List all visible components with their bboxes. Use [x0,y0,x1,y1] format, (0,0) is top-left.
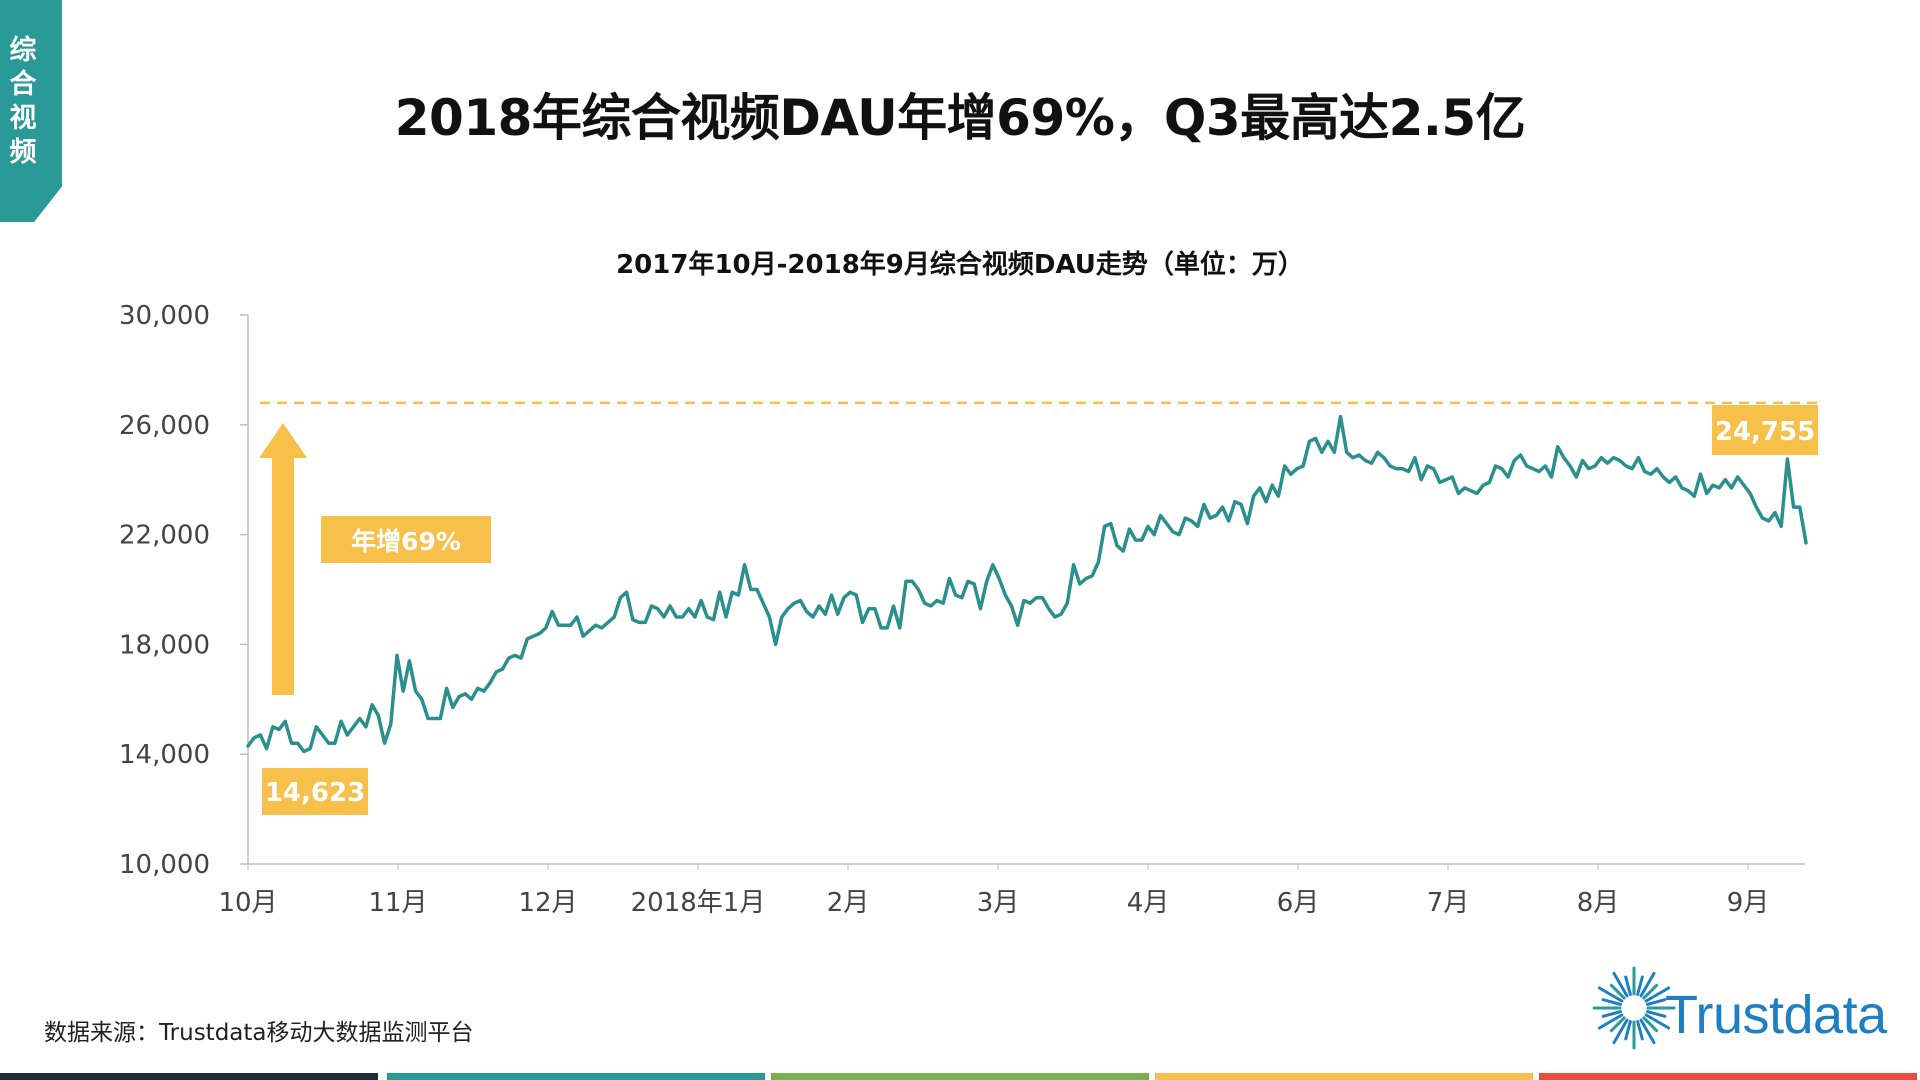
chart-title: 2017年10月-2018年9月综合视频DAU走势（单位：万） [616,250,1304,280]
y-tick-label: 26,000 [119,411,210,441]
x-tick-label: 10月 [218,888,277,918]
side-tab-label: 综合视频 [9,35,37,168]
sunburst-ray [1636,975,1644,996]
growth-label-text: 年增69% [351,527,461,556]
x-tick-label: 2018年1月 [631,888,766,918]
sunburst-ray [1609,1016,1626,1033]
sunburst-icon [1592,966,1676,1050]
source-note: 数据来源：Trustdata移动大数据监测平台 [44,1020,474,1046]
y-tick-label: 22,000 [119,521,210,551]
sunburst-ray [1636,1020,1644,1041]
footer-bar [1155,1073,1533,1080]
x-tick-label: 3月 [977,888,1020,918]
x-tick-label: 12月 [518,888,577,918]
end-value-label: 24,755 [1715,417,1815,447]
y-tick-label: 14,000 [119,740,210,770]
sunburst-ray [1624,1020,1632,1041]
start-label-box [262,768,368,815]
sunburst-ray [1642,983,1659,1000]
logo-text: Trustdata [1665,985,1887,1045]
sunburst-ray [1601,1010,1622,1018]
footer-bar [0,1073,378,1080]
sunburst-ray [1646,1010,1667,1018]
growth-label-box [321,516,491,563]
sunburst-ray [1601,998,1622,1006]
sunburst-ray [1612,971,1629,998]
dau-line-chart: 10,000 14,000 18,000 22,000 26,000 30,000 10月 1… [119,301,1820,918]
x-tick-label: 8月 [1577,888,1620,918]
sunburst-ray [1597,986,1624,1003]
dau-series-line [246,414,1808,754]
sunburst-ray [1644,986,1671,1003]
sunburst-ray [1609,983,1626,1000]
page-title: 2018年综合视频DAU年增69%，Q3最高达2.5亿 [394,89,1526,147]
sunburst-ray [1646,998,1667,1006]
growth-arrow-head [259,423,307,458]
y-tick-label: 18,000 [119,630,210,660]
x-tick-label: 9月 [1727,888,1770,918]
x-tick-label: 4月 [1127,888,1170,918]
sunburst-ray [1642,1016,1659,1033]
x-tick-label: 2月 [827,888,870,918]
footer-bar [387,1073,765,1080]
y-tick-label: 10,000 [119,850,210,880]
sunburst-ray [1644,1013,1671,1030]
footer-bar [1539,1073,1917,1080]
sunburst-ray [1597,1013,1624,1030]
sunburst-ray [1639,971,1656,998]
sunburst-ray [1639,1018,1656,1045]
sunburst-ray [1624,975,1632,996]
y-tick-label: 30,000 [119,301,210,331]
trustdata-logo: Trustdata [1588,950,1898,1060]
x-tick-label: 11月 [368,888,427,918]
growth-arrow-shaft [272,455,294,695]
footer-color-bars [0,1073,1920,1080]
sunburst-ray [1612,1018,1629,1045]
x-tick-label: 7月 [1427,888,1470,918]
start-value-label: 14,623 [265,778,365,808]
end-label-box [1712,405,1818,455]
footer-bar [771,1073,1149,1080]
x-tick-label: 6月 [1277,888,1320,918]
side-tab: 综合视频 [0,0,62,222]
